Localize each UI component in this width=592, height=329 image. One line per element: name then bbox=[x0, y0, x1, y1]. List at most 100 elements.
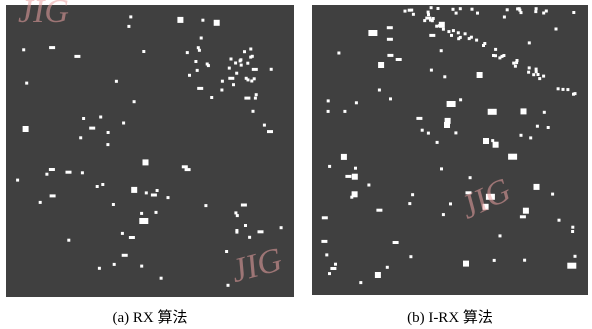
detection-pixel bbox=[258, 230, 264, 233]
detection-pixel bbox=[534, 10, 537, 13]
detection-pixel bbox=[574, 92, 577, 95]
detection-pixel bbox=[228, 67, 231, 70]
detection-pixel bbox=[523, 259, 526, 262]
detection-pixel bbox=[543, 111, 546, 114]
detection-pixel bbox=[571, 230, 574, 233]
figure: JIG JIG JIG (a) RX 算法 (b) I-RX 算法 bbox=[0, 0, 592, 329]
detection-pixel bbox=[455, 12, 458, 15]
detection-pixel bbox=[469, 176, 472, 179]
detection-pixel bbox=[562, 88, 565, 91]
detection-pixel bbox=[367, 184, 370, 187]
detection-pixel bbox=[452, 29, 455, 32]
detection-pixel bbox=[253, 77, 256, 80]
detection-pixel bbox=[551, 193, 554, 196]
detection-pixel bbox=[115, 80, 118, 83]
detection-pixel bbox=[482, 44, 485, 47]
detection-pixel bbox=[492, 54, 495, 57]
detection-pixel bbox=[236, 214, 239, 217]
detection-pixel bbox=[106, 143, 109, 146]
detection-pixel bbox=[537, 73, 540, 76]
detection-pixel bbox=[45, 173, 48, 176]
detection-pixel bbox=[438, 24, 441, 27]
detection-pixel bbox=[520, 215, 526, 218]
detection-pixel bbox=[234, 211, 237, 214]
detection-pixel bbox=[197, 87, 203, 90]
detection-pixel bbox=[267, 130, 273, 133]
detection-pixel bbox=[160, 277, 163, 280]
detection-pixel bbox=[182, 165, 188, 168]
detection-pixel bbox=[244, 97, 250, 100]
detection-pixel bbox=[427, 11, 430, 14]
detection-pixel bbox=[194, 60, 197, 63]
detection-pixel bbox=[235, 231, 238, 234]
detection-pixel bbox=[239, 58, 242, 61]
detection-pixel bbox=[139, 218, 148, 224]
panel-caption: (a) RX 算法 bbox=[113, 308, 188, 326]
detection-pixel bbox=[387, 26, 393, 29]
detection-pixel bbox=[252, 68, 258, 71]
detection-pixel bbox=[529, 136, 532, 139]
detection-pixel bbox=[345, 175, 351, 178]
detection-pixel bbox=[359, 281, 362, 284]
detection-pixel bbox=[547, 126, 550, 129]
detection-pixel bbox=[447, 30, 450, 33]
detection-pixel bbox=[498, 56, 501, 59]
detection-pixel bbox=[538, 77, 541, 80]
detection-pixel bbox=[447, 101, 456, 107]
detection-pixel bbox=[404, 10, 407, 13]
detection-pixel bbox=[263, 124, 266, 127]
detection-pixel bbox=[483, 138, 489, 144]
detection-pixel bbox=[429, 19, 432, 22]
detection-pixel bbox=[449, 202, 452, 205]
detection-pixel bbox=[140, 212, 143, 215]
detection-pixel bbox=[508, 154, 517, 160]
detection-pixel bbox=[66, 171, 72, 174]
detection-pixel bbox=[436, 141, 439, 144]
detection-pixel bbox=[535, 70, 538, 73]
detection-pixel bbox=[454, 131, 457, 134]
detection-pixel bbox=[421, 129, 424, 132]
detection-pixel bbox=[468, 37, 471, 40]
watermark: JIG bbox=[18, 0, 69, 30]
detection-pixel bbox=[376, 209, 382, 212]
detection-pixel bbox=[532, 73, 535, 76]
detection-pixel bbox=[82, 117, 85, 120]
detection-pixel bbox=[98, 267, 101, 270]
detection-pixel bbox=[198, 49, 201, 52]
detection-pixel bbox=[230, 58, 233, 61]
detection-pixel bbox=[427, 132, 430, 135]
detection-pixel bbox=[107, 131, 110, 134]
detection-pixel bbox=[520, 134, 523, 137]
detection-pixel bbox=[330, 267, 336, 270]
detection-pixel bbox=[341, 154, 347, 160]
detection-pixel bbox=[89, 127, 95, 130]
detection-pixel bbox=[493, 142, 499, 148]
detection-pixel bbox=[252, 110, 255, 113]
detection-pixel bbox=[270, 68, 273, 71]
detection-pixel bbox=[327, 99, 330, 102]
detection-pixel bbox=[188, 74, 191, 77]
detection-pixel bbox=[536, 125, 539, 128]
detection-pixel bbox=[337, 52, 340, 55]
detection-pixel bbox=[558, 219, 561, 222]
detection-pixel bbox=[375, 272, 381, 278]
detection-pixel bbox=[113, 263, 116, 266]
detection-pixel bbox=[81, 171, 84, 174]
detection-pixel bbox=[409, 255, 412, 258]
detection-pixel bbox=[411, 193, 414, 196]
detection-pixel bbox=[477, 72, 483, 78]
detection-pixel bbox=[325, 253, 328, 256]
detection-pixel bbox=[327, 110, 330, 113]
detection-pixel bbox=[354, 167, 357, 170]
detection-pixel bbox=[494, 48, 497, 51]
detection-pixel bbox=[122, 122, 125, 125]
detection-pixel bbox=[214, 20, 220, 26]
detection-pixel bbox=[488, 109, 497, 115]
detection-pixel bbox=[23, 126, 29, 132]
detection-pixel bbox=[131, 187, 137, 193]
detection-pixel bbox=[412, 13, 415, 16]
detection-pixel bbox=[246, 62, 249, 65]
detection-pixel bbox=[535, 7, 538, 10]
detection-pixel bbox=[234, 62, 237, 65]
detection-pixel bbox=[248, 236, 251, 239]
